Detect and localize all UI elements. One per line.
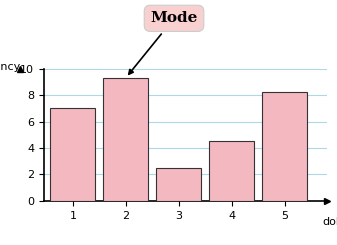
X-axis label: dollars: dollars	[323, 217, 337, 227]
Bar	[262, 92, 307, 201]
Bar	[156, 168, 201, 201]
Bar	[103, 78, 148, 201]
Y-axis label: frequency: frequency	[0, 62, 21, 72]
Text: Mode: Mode	[129, 11, 198, 74]
Bar	[209, 141, 254, 201]
Bar	[51, 108, 95, 201]
